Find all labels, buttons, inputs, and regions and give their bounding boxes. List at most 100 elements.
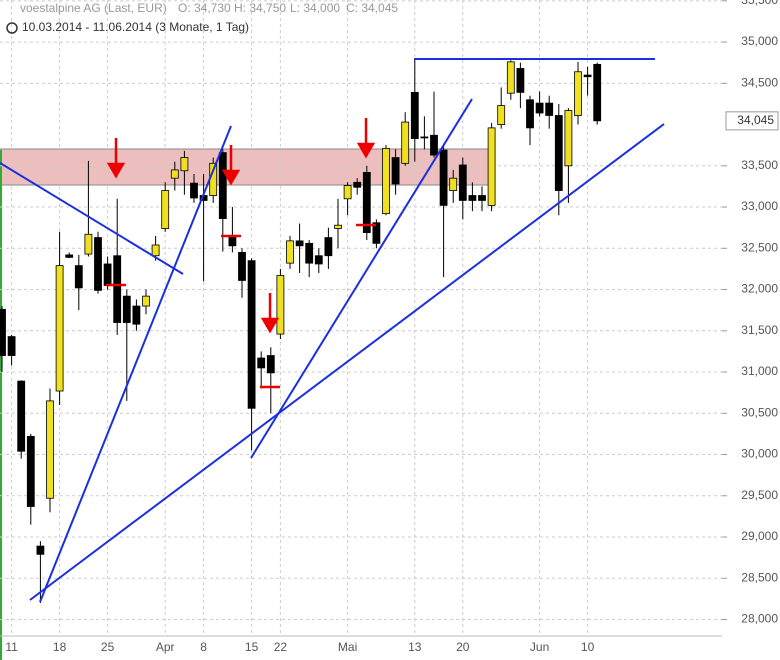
clock-icon xyxy=(6,22,18,34)
x-tick-label: Jun xyxy=(530,640,549,654)
candle-body xyxy=(334,224,342,229)
trend-line xyxy=(0,162,184,275)
candle-body xyxy=(94,237,102,291)
candle-body xyxy=(468,195,477,201)
candle-body xyxy=(362,172,371,234)
y-tick-label: 28,500 xyxy=(741,570,778,584)
signals xyxy=(106,118,376,389)
candle-body xyxy=(295,240,304,247)
candle-body xyxy=(276,275,285,335)
candle-body xyxy=(65,254,74,258)
candle-body xyxy=(238,252,246,281)
candle-body xyxy=(7,336,16,356)
candle-body xyxy=(151,244,160,257)
trend-lines xyxy=(0,58,665,603)
arrow-head xyxy=(221,169,241,186)
candle-body xyxy=(247,260,256,409)
y-tick-label: 35,000 xyxy=(741,34,778,48)
candle-body xyxy=(583,74,592,78)
x-tick-label: 25 xyxy=(101,640,115,654)
candle-body xyxy=(55,265,64,392)
trend-line xyxy=(250,98,473,459)
x-tick-label: 22 xyxy=(274,640,288,654)
candle-body xyxy=(132,305,141,325)
y-tick-label: 32,500 xyxy=(741,240,778,254)
candle-body xyxy=(0,308,6,356)
trend-line xyxy=(29,123,665,601)
last-price-box xyxy=(725,111,779,131)
y-tick-label: 31,000 xyxy=(741,364,778,378)
x-tick-label: 11 xyxy=(5,640,18,654)
x-tick-label: 13 xyxy=(408,640,422,654)
y-tick-label: 29,500 xyxy=(741,488,778,502)
candle-body xyxy=(554,115,563,191)
candle-body xyxy=(46,400,54,499)
header-stat: O: 34,730 xyxy=(178,1,231,15)
y-tick-label: 31,500 xyxy=(741,323,778,337)
arrow-head xyxy=(356,142,376,159)
candle-body xyxy=(478,195,486,201)
subtitle: 10.03.2014 - 11.06.2014 (3 Monate, 1 Tag… xyxy=(22,20,249,34)
x-tick-label: 20 xyxy=(456,640,470,654)
x-tick-label: 15 xyxy=(245,640,259,654)
resistance-zone xyxy=(0,148,491,186)
candle-body xyxy=(401,121,410,164)
candle-body xyxy=(420,136,429,139)
candle-body xyxy=(391,157,400,185)
candle-body xyxy=(487,127,496,206)
candle-body xyxy=(74,265,83,289)
candle-body xyxy=(497,105,506,125)
candle-body xyxy=(142,295,150,307)
y-tick-label: 32,000 xyxy=(741,282,778,296)
candle-body xyxy=(122,295,131,323)
header-stat: H: 34,750 xyxy=(234,1,286,15)
candle-body xyxy=(190,182,198,199)
x-tick-label: 8 xyxy=(200,640,207,654)
y-tick-label: 29,000 xyxy=(741,529,778,543)
y-tick-label: 34,500 xyxy=(741,75,778,89)
candle-body xyxy=(343,185,352,200)
y-tick-label: 35,500 xyxy=(741,0,778,7)
candle-body xyxy=(228,235,237,247)
last-price-label: 34,045 xyxy=(737,113,774,127)
x-tick-label: Apr xyxy=(156,640,175,654)
candle-body xyxy=(180,157,189,172)
y-tick-label: 30,500 xyxy=(741,405,778,419)
x-tick-label: 10 xyxy=(581,640,595,654)
candle-body xyxy=(305,242,314,264)
candle-body xyxy=(161,190,170,229)
candle-body xyxy=(545,102,554,116)
candle-body xyxy=(449,177,458,191)
candle-body xyxy=(564,110,573,167)
candle-body xyxy=(113,255,122,323)
candle-body xyxy=(17,380,26,452)
candle-body xyxy=(26,435,35,507)
candle-body xyxy=(382,148,390,215)
x-tick-label: Mai xyxy=(338,640,357,654)
candle-body xyxy=(593,63,602,122)
y-tick-label: 28,000 xyxy=(741,612,778,626)
candle-body xyxy=(410,91,419,139)
y-tick-label: 33,500 xyxy=(741,158,778,172)
y-tick-label: 33,000 xyxy=(741,199,778,213)
arrow-head xyxy=(106,162,126,179)
candle-body xyxy=(516,68,525,93)
candle-body xyxy=(458,164,467,201)
chart-title: voestalpine AG (Last, EUR) xyxy=(20,1,167,15)
trend-line xyxy=(39,125,232,603)
candle-body xyxy=(103,263,112,286)
annotations xyxy=(0,148,491,660)
candle-body xyxy=(430,134,438,156)
header-stat: L: 34,000 xyxy=(290,1,340,15)
candle-body xyxy=(286,240,294,264)
candle-body xyxy=(535,102,544,114)
candle-body xyxy=(324,237,333,257)
y-tick-label: 30,000 xyxy=(741,447,778,461)
candle-body xyxy=(36,545,45,555)
x-tick-label: 18 xyxy=(53,640,67,654)
candle-body xyxy=(526,99,534,129)
candle-body xyxy=(506,61,515,94)
arrow-head xyxy=(260,317,280,334)
candle-body xyxy=(84,233,93,255)
